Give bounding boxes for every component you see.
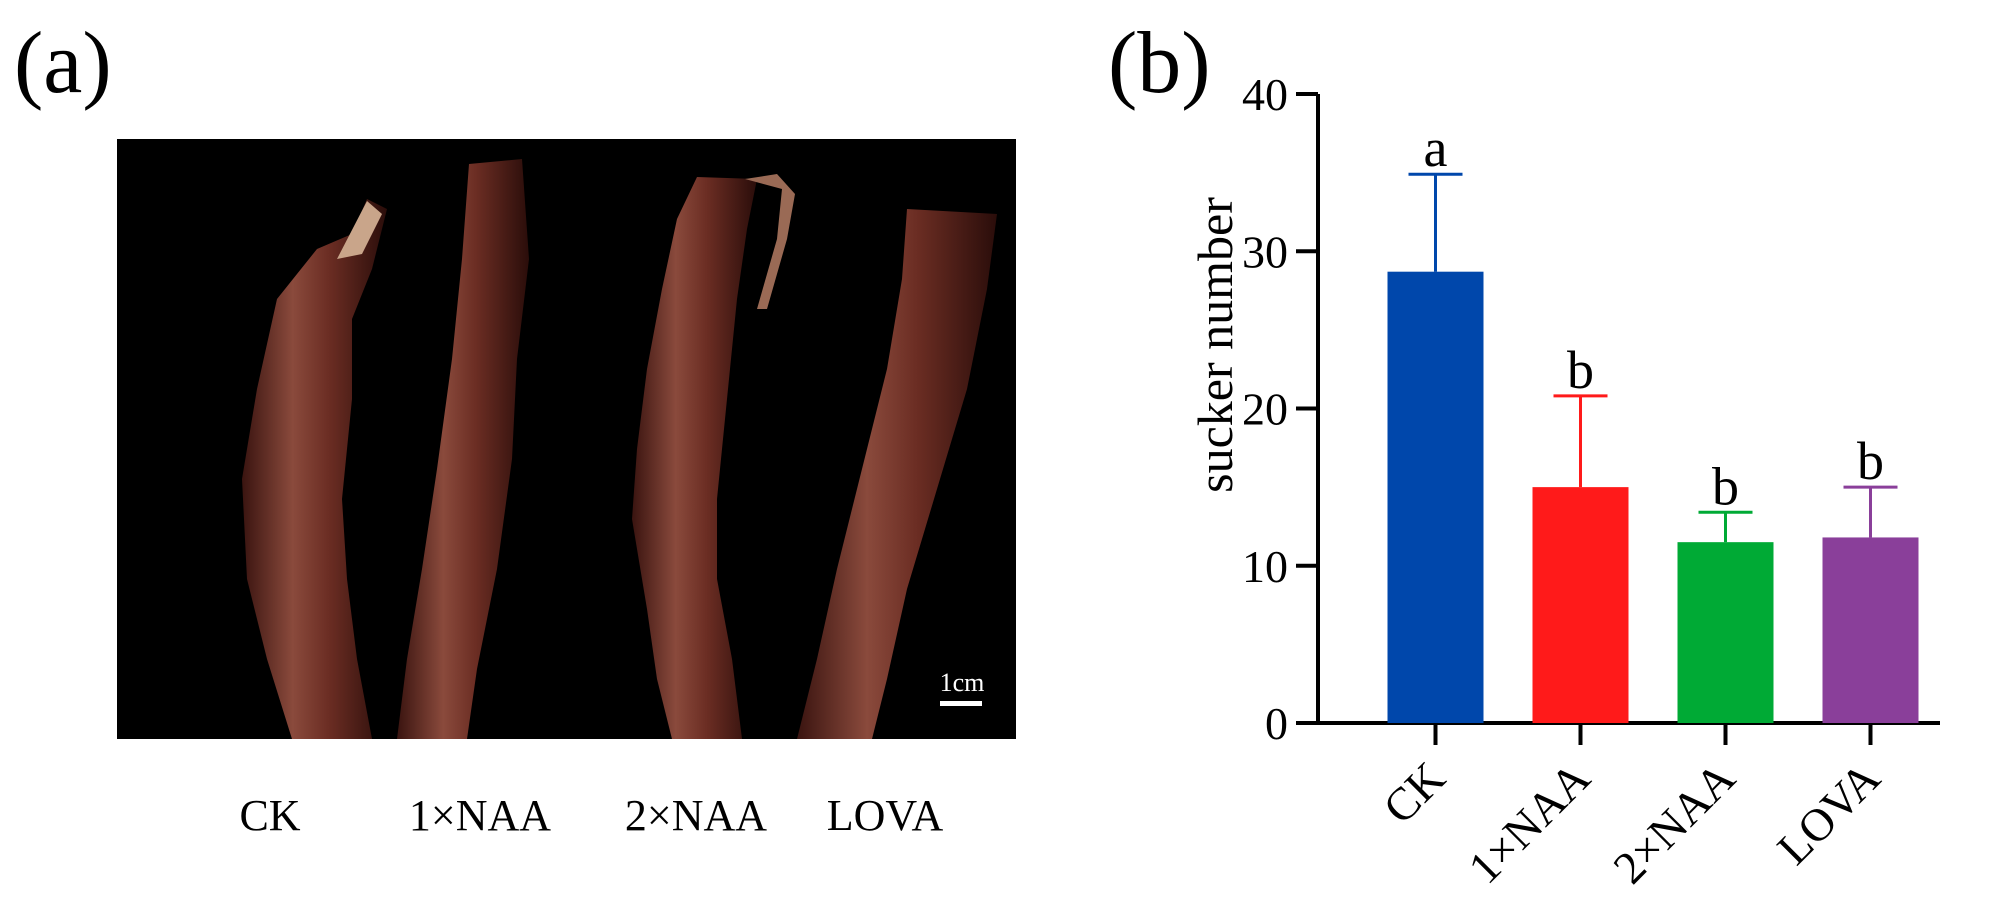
bar-1 bbox=[1532, 487, 1629, 723]
caption-lova: LOVA bbox=[826, 791, 944, 840]
root-specimen-ck bbox=[242, 199, 387, 739]
x-tick-label-2: 2×NAA bbox=[1603, 752, 1744, 890]
chart-svg: sucker number a b b b CK 1×NAA 2×NAA LOVA 0 10 2… bbox=[1187, 69, 1940, 893]
significance-label-1: b bbox=[1567, 340, 1594, 400]
caption-ck: CK bbox=[239, 791, 301, 840]
bar-0 bbox=[1387, 271, 1484, 723]
bar-3 bbox=[1822, 537, 1919, 723]
scale-bar-label: 1cm bbox=[940, 668, 985, 697]
x-tick-label-1: 1×NAA bbox=[1458, 752, 1599, 890]
significance-label-2: b bbox=[1712, 456, 1739, 516]
y-tick-label-20: 20 bbox=[1242, 384, 1288, 435]
y-tick-label-0: 0 bbox=[1265, 698, 1288, 749]
root-specimen-lova bbox=[797, 209, 997, 739]
x-tick-label-3: LOVA bbox=[1767, 752, 1889, 874]
scale-bar: 1cm bbox=[940, 668, 985, 706]
caption-1naa: 1×NAA bbox=[408, 791, 552, 840]
y-tick-label-40: 40 bbox=[1242, 69, 1288, 120]
caption-2naa: 2×NAA bbox=[624, 791, 768, 840]
bar-2 bbox=[1677, 542, 1774, 723]
significance-label-3: b bbox=[1857, 431, 1884, 491]
root-photo: 1cm bbox=[117, 139, 1016, 739]
root-specimen-2naa bbox=[632, 174, 795, 739]
bar-chart: sucker number a b b b CK 1×NAA 2×NAA LOVA 0 10 2… bbox=[1140, 60, 1990, 895]
panel-label-b: (b) bbox=[1108, 15, 1211, 112]
y-tick-label-10: 10 bbox=[1242, 541, 1288, 592]
panel-label-a: (a) bbox=[14, 15, 112, 112]
y-tick-label-30: 30 bbox=[1242, 226, 1288, 277]
y-axis-label: sucker number bbox=[1187, 197, 1243, 493]
x-tick-label-0: CK bbox=[1373, 752, 1454, 833]
significance-label-0: a bbox=[1424, 118, 1448, 178]
root-specimen-1naa bbox=[397, 159, 529, 739]
